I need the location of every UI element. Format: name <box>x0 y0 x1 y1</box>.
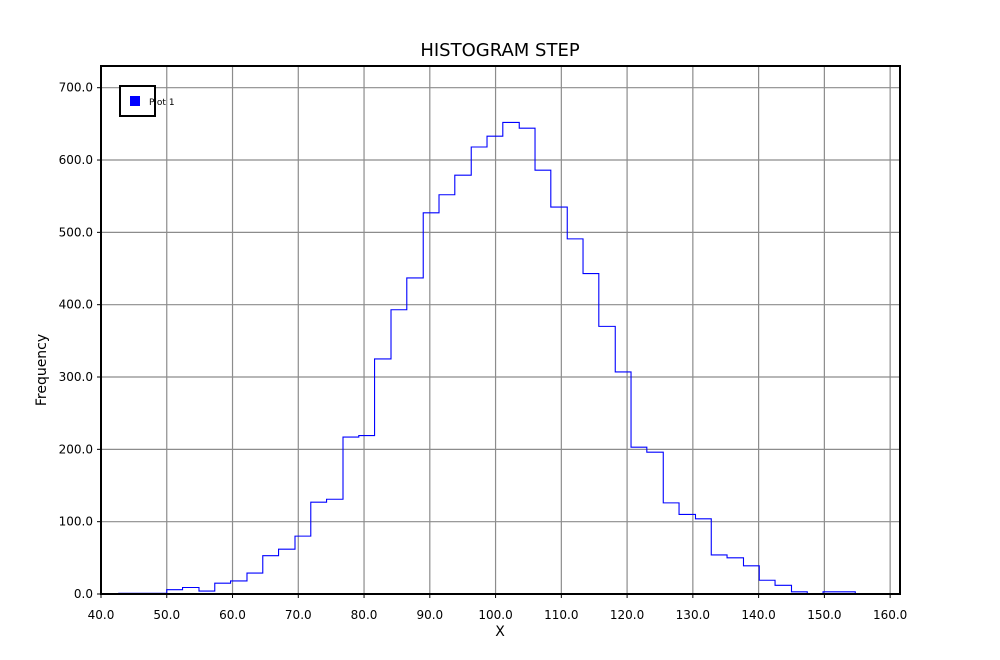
histogram-bin <box>407 278 423 594</box>
x-tick-label: 110.0 <box>544 608 578 622</box>
histogram-bin <box>679 514 695 594</box>
histogram-bin <box>231 581 247 594</box>
histogram-bin <box>343 437 359 594</box>
x-tick-label: 70.0 <box>285 608 312 622</box>
x-tick-label: 160.0 <box>873 608 907 622</box>
histogram-bin <box>295 536 311 594</box>
y-axis-label: Frequency <box>34 334 50 406</box>
histogram-bin <box>327 499 343 594</box>
histogram-bin <box>519 128 535 594</box>
histogram-bin <box>647 452 663 594</box>
y-tick-label: 100.0 <box>59 515 93 529</box>
chart-title: HISTOGRAM STEP <box>420 40 580 61</box>
series-layer <box>118 121 888 595</box>
histogram-bin <box>583 274 599 594</box>
legend: Plot 1 <box>119 85 175 117</box>
y-tick-label: 500.0 <box>59 225 93 239</box>
grid-lines <box>101 66 900 594</box>
plot-frame <box>100 65 901 595</box>
histogram-bin <box>631 447 647 594</box>
legend-label: Plot 1 <box>149 98 175 108</box>
y-tick-label: 0.0 <box>74 587 93 601</box>
histogram-bin <box>391 310 407 594</box>
histogram-bin <box>503 122 519 594</box>
histogram-bin <box>487 136 503 594</box>
x-tick-label: 100.0 <box>478 608 512 622</box>
x-axis-label: X <box>495 624 505 640</box>
histogram-bin <box>247 573 263 594</box>
x-tick-label: 40.0 <box>88 608 115 622</box>
histogram-step-line <box>118 121 888 595</box>
histogram-bin <box>263 556 279 594</box>
histogram-bin <box>567 239 583 594</box>
histogram-bin <box>311 502 327 594</box>
y-tick-label: 600.0 <box>59 153 93 167</box>
histogram-bin <box>359 436 375 594</box>
x-tick-label: 90.0 <box>416 608 443 622</box>
histogram-bin <box>727 558 743 594</box>
legend-swatch <box>130 96 140 106</box>
x-tick-label: 130.0 <box>676 608 710 622</box>
x-axis-ticks: 40.0 50.0 60.0 70.0 80.0 90.0 100.0 110.0 120.0 1… <box>88 594 907 622</box>
histogram-bin <box>599 326 615 594</box>
x-tick-label: 60.0 <box>219 608 246 622</box>
y-tick-label: 400.0 <box>59 298 93 312</box>
y-tick-label: 700.0 <box>59 81 93 95</box>
histogram-bin <box>279 549 295 594</box>
histogram-bin <box>615 372 631 594</box>
histogram-bin <box>471 147 487 594</box>
y-tick-label: 300.0 <box>59 370 93 384</box>
histogram-bin <box>551 207 567 594</box>
histogram-bin <box>215 583 231 594</box>
histogram-bin <box>375 359 391 594</box>
histogram-bin <box>535 170 551 594</box>
y-axis-ticks: 0.0 100.0 200.0 300.0 400.0 500.0 600.0 700.0 <box>59 81 101 601</box>
histogram-bin <box>759 580 775 594</box>
x-tick-label: 50.0 <box>153 608 180 622</box>
histogram-bin <box>711 555 727 594</box>
y-tick-label: 200.0 <box>59 442 93 456</box>
histogram-bin <box>743 566 759 594</box>
histogram-bin <box>455 175 471 594</box>
histogram-bin <box>439 195 455 594</box>
histogram-bin <box>775 585 791 594</box>
x-tick-label: 120.0 <box>610 608 644 622</box>
histogram-bin <box>663 503 679 594</box>
histogram-bin <box>423 213 439 594</box>
x-tick-label: 80.0 <box>351 608 378 622</box>
histogram-bin <box>695 519 711 594</box>
x-tick-label: 150.0 <box>807 608 841 622</box>
x-tick-label: 140.0 <box>741 608 775 622</box>
